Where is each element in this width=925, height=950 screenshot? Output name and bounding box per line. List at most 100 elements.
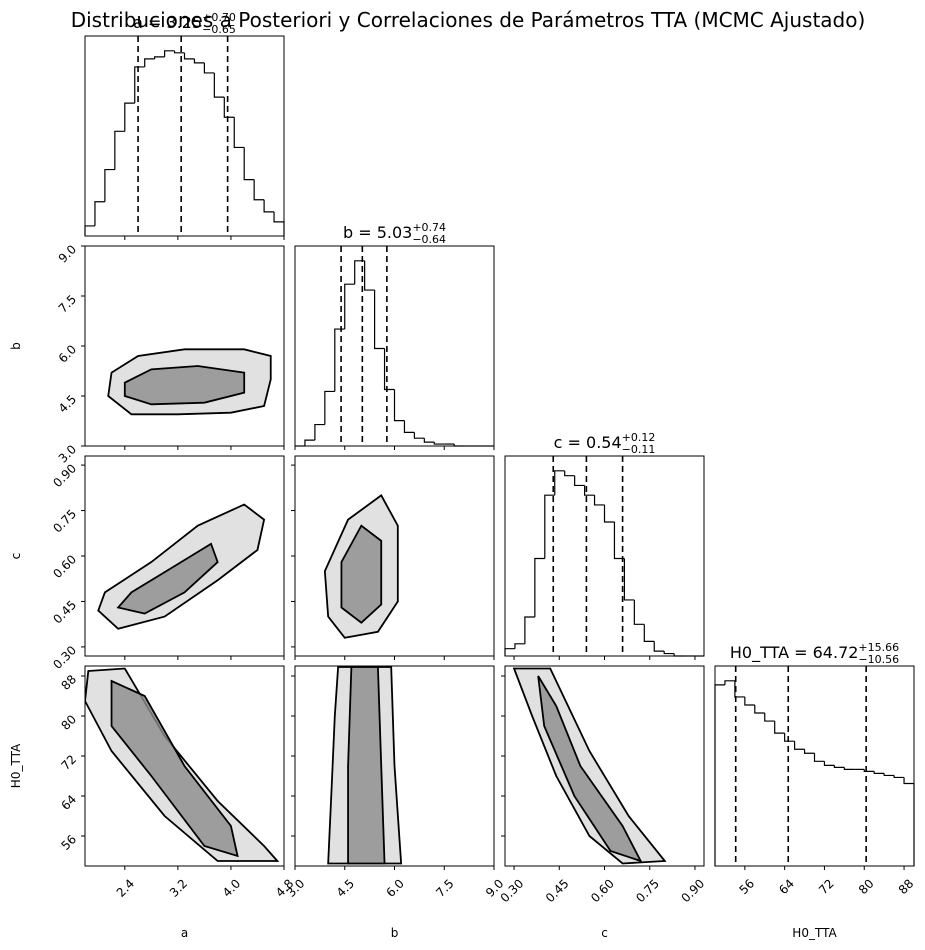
histogram-bin — [764, 713, 775, 722]
density-panel — [323, 494, 399, 639]
y-tick-label: 0.45 — [50, 598, 79, 627]
y-tick-label: 0.60 — [50, 552, 79, 581]
histogram-bin — [813, 753, 825, 762]
density-panel — [107, 348, 272, 416]
y-axis-label: b — [9, 342, 23, 350]
histogram-bin — [324, 390, 335, 425]
panel-title-sup: +0.12 — [622, 431, 656, 444]
x-tick-label: 88 — [896, 876, 917, 897]
histogram-bin — [754, 704, 765, 714]
histogram-bin — [584, 485, 595, 496]
histogram-bin — [173, 50, 185, 54]
histogram-bin — [544, 494, 555, 559]
histogram-bin — [873, 771, 885, 775]
histogram-bin — [883, 773, 895, 777]
histogram-bin — [233, 117, 245, 149]
x-axis-label: b — [391, 926, 399, 940]
chart-title: Distribuciones a Posteriori y Correlacio… — [71, 8, 866, 32]
y-axis-label: H0_TTA — [9, 743, 23, 788]
histogram-bin — [524, 616, 535, 644]
histogram-bin — [383, 348, 395, 391]
panel-title: c = 0.54+0.12 −0.11 — [554, 431, 656, 456]
histogram-bin — [534, 557, 545, 618]
histogram-bin — [114, 130, 125, 170]
x-tick-label: 64 — [776, 876, 797, 897]
histogram-bin — [134, 66, 145, 104]
x-tick-label: 0.90 — [679, 876, 708, 905]
histogram-bin — [243, 147, 255, 181]
histogram-bin — [154, 56, 165, 59]
histogram-bin — [554, 470, 565, 496]
panel-title: b = 5.03+0.74 −0.64 — [343, 221, 446, 246]
histogram-bin — [104, 168, 115, 202]
density-contour — [537, 675, 643, 863]
panel-frame — [714, 665, 915, 867]
x-axis-label: a — [181, 926, 188, 940]
histogram-bin — [504, 648, 515, 656]
panel-frame — [84, 245, 285, 447]
histogram-bin — [413, 432, 425, 439]
density-contour — [512, 667, 667, 865]
x-tick-label: 7.5 — [433, 876, 456, 899]
histogram-bin — [354, 260, 365, 285]
panel-title-sub: −0.65 — [202, 23, 236, 36]
panel-title: a = 3.25+0.70 −0.65 — [133, 11, 236, 36]
x-tick-label: 4.0 — [220, 876, 243, 899]
histogram-bin — [94, 201, 105, 226]
x-tick-label: 2.4 — [114, 876, 137, 899]
histogram-bin — [183, 52, 195, 60]
histogram-bin — [623, 558, 635, 601]
panel-title-sub: −10.56 — [858, 653, 899, 666]
x-axis-label: c — [601, 926, 608, 940]
y-tick-label: 9.0 — [56, 242, 79, 265]
histogram-bin — [263, 199, 275, 213]
histogram-bin — [423, 438, 435, 443]
histogram-bin — [784, 733, 795, 742]
histogram-bin — [574, 475, 585, 487]
histogram-bin — [203, 62, 215, 74]
panel-title-sub: −0.64 — [412, 233, 446, 246]
density-contour — [340, 524, 383, 624]
panel-frame — [504, 455, 705, 657]
y-tick-label: 72 — [58, 752, 79, 773]
histogram-bin — [843, 767, 855, 770]
y-tick-label: 80 — [58, 712, 79, 733]
histogram-bin — [833, 765, 845, 768]
x-tick-label: 4.5 — [334, 876, 357, 899]
panel-title: H0_TTA = 64.72+15.66 −10.56 — [730, 641, 899, 666]
y-tick-label: 88 — [58, 672, 79, 693]
histogram-bin — [273, 211, 285, 236]
histogram-bin — [433, 442, 445, 445]
panel-title-sup: +15.66 — [858, 641, 899, 654]
histogram-bin — [403, 420, 415, 433]
y-tick-label: 7.5 — [56, 292, 79, 315]
panel-title-sub: −0.11 — [622, 443, 656, 456]
histogram-bin — [193, 58, 205, 64]
y-tick-label: 64 — [58, 792, 79, 813]
histogram-bin — [253, 179, 265, 201]
histogram-bin — [593, 495, 605, 506]
histogram-bin — [724, 680, 735, 685]
density-panel — [512, 667, 667, 865]
x-tick-label: 0.45 — [543, 876, 572, 905]
y-tick-label: 0.75 — [50, 507, 79, 536]
histogram-bin — [823, 761, 835, 766]
histogram-bin — [223, 97, 235, 118]
histogram-bin — [893, 775, 905, 779]
density-panel — [97, 503, 266, 630]
histogram-bin — [564, 470, 575, 477]
panel-title-main: b = 5.03 — [343, 223, 412, 242]
x-tick-label: 80 — [856, 876, 877, 897]
panel-title-main: H0_TTA = 64.72 — [730, 643, 859, 663]
histogram-bin — [364, 260, 375, 291]
y-tick-label: 0.30 — [50, 643, 79, 672]
histogram-bin — [653, 641, 665, 652]
histogram-bin — [744, 696, 755, 706]
x-tick-label: 72 — [816, 876, 837, 897]
panel-title-sup: +0.74 — [412, 221, 446, 234]
x-tick-label: 0.60 — [588, 876, 617, 905]
panel-frame — [84, 665, 285, 867]
x-tick-label: 0.75 — [633, 876, 662, 905]
density-panel — [85, 667, 280, 862]
